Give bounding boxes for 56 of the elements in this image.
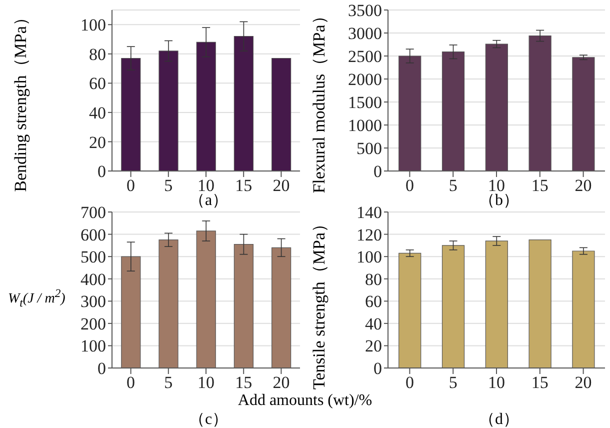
y-tick-label: 40 <box>365 314 382 334</box>
y-tick-label: 80 <box>365 270 382 289</box>
y-tick-label: 100 <box>80 336 106 356</box>
y-tick-label: 500 <box>80 248 106 267</box>
x-tick-label: 5 <box>164 373 173 392</box>
y-tick-label: 60 <box>89 74 106 94</box>
x-tick-label: 15 <box>531 373 548 392</box>
x-tick-label: 0 <box>126 373 136 392</box>
y-tick-label: 3500 <box>348 1 382 20</box>
y-tick-label: 20 <box>89 132 106 152</box>
y-tick-label: 40 <box>89 103 106 122</box>
y-axis-title: Bending strength（MPa） <box>10 8 31 192</box>
y-axis-title: Flexural modulus（MPa） <box>308 7 330 193</box>
y-tick-label: 120 <box>356 225 382 244</box>
x-tick-label: 10 <box>198 373 214 392</box>
y-tick-label: 200 <box>80 314 106 334</box>
y-tick-label: 600 <box>80 225 106 244</box>
x-tick-label: 20 <box>574 176 592 196</box>
y-tick-label: 500 <box>356 139 382 158</box>
y-tick-label: 100 <box>80 16 106 35</box>
text: （c） <box>188 410 230 428</box>
text: （d） <box>478 410 520 428</box>
x-tick-label: 5 <box>164 176 173 196</box>
y-tick-label: 400 <box>80 270 106 289</box>
x-tick-label: 5 <box>448 176 458 196</box>
y-tick-label: 3000 <box>348 24 382 44</box>
x-tick-label: 20 <box>272 373 290 392</box>
y-axis-title: W$_{t}$(J / m$^{2}$) <box>8 287 66 310</box>
x-tick-label: 0 <box>405 373 414 392</box>
x-tick-label: 0 <box>126 176 136 196</box>
y-tick-label: 80 <box>89 44 106 64</box>
y-tick-label: 100 <box>356 248 382 267</box>
y-tick-label: 0 <box>98 359 106 378</box>
y-tick-label: 20 <box>365 336 382 356</box>
x-tick-label: 15 <box>531 176 548 196</box>
text: （b） <box>479 192 519 209</box>
x-tick-label: 20 <box>272 176 290 196</box>
y-tick-label: 2500 <box>348 47 382 66</box>
y-tick-label: 1000 <box>348 116 382 136</box>
y-tick-label: 0 <box>374 359 382 378</box>
x-axis-title: Add amounts (wt)/% <box>236 392 374 410</box>
x-tick-label: 15 <box>235 373 252 392</box>
y-tick-label: 300 <box>80 292 106 312</box>
y-tick-label: 700 <box>80 203 106 222</box>
y-tick-label: 2000 <box>348 70 382 90</box>
x-tick-label: 20 <box>574 373 592 392</box>
x-tick-label: 5 <box>448 373 458 392</box>
y-axis-title: Tensile strength（MPa） <box>308 215 330 389</box>
y-tick-label: 0 <box>374 162 382 182</box>
x-tick-label: 0 <box>405 176 414 196</box>
y-tick-label: 0 <box>98 162 106 182</box>
x-tick-label: 10 <box>488 373 505 392</box>
x-tick-label: 15 <box>235 176 252 196</box>
y-tick-label: 60 <box>365 292 382 312</box>
y-tick-label: 140 <box>356 203 382 222</box>
y-tick-label: 1500 <box>348 93 382 112</box>
